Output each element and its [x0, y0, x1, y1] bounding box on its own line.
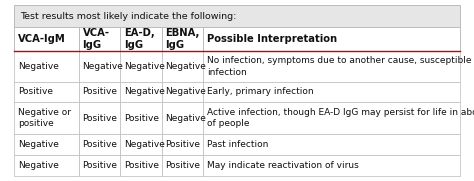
Text: VCA-IgM: VCA-IgM [18, 34, 66, 44]
Bar [79, 155, 120, 176]
Text: Test results most likely indicate the following:: Test results most likely indicate the fo… [20, 12, 236, 21]
Text: Positive: Positive [82, 161, 118, 170]
Bar [14, 134, 79, 155]
Text: Positive: Positive [18, 87, 53, 96]
Text: Negative: Negative [124, 140, 165, 149]
Bar [162, 27, 203, 51]
Text: Negative: Negative [124, 62, 165, 71]
Bar [203, 155, 460, 176]
Text: EA-D,
IgG: EA-D, IgG [124, 28, 155, 50]
Bar [14, 155, 79, 176]
Bar [120, 51, 162, 82]
Bar [203, 102, 460, 134]
Bar [14, 82, 79, 102]
Bar [203, 82, 460, 102]
Text: Negative: Negative [18, 161, 59, 170]
Bar [203, 27, 460, 51]
Bar [79, 82, 120, 102]
Bar [162, 134, 203, 155]
Bar [14, 27, 79, 51]
Bar [120, 27, 162, 51]
Bar [120, 134, 162, 155]
Text: Positive: Positive [124, 161, 159, 170]
Text: Positive: Positive [82, 140, 118, 149]
Bar [14, 102, 79, 134]
Bar [79, 27, 120, 51]
Bar [79, 134, 120, 155]
Text: No infection, symptoms due to another cause, susceptible to EBV
infection: No infection, symptoms due to another ca… [207, 56, 474, 77]
Text: Negative: Negative [18, 140, 59, 149]
Bar [120, 102, 162, 134]
Bar [203, 134, 460, 155]
Bar [14, 51, 79, 82]
Text: Past infection: Past infection [207, 140, 268, 149]
Text: Positive: Positive [165, 140, 201, 149]
Text: Positive: Positive [82, 114, 118, 123]
Text: EBNA,
IgG: EBNA, IgG [165, 28, 200, 50]
Text: Positive: Positive [82, 87, 118, 96]
Text: VCA-
IgG: VCA- IgG [82, 28, 109, 50]
Text: Positive: Positive [165, 161, 201, 170]
Text: Negative: Negative [165, 114, 206, 123]
Bar [120, 155, 162, 176]
Bar [79, 102, 120, 134]
Text: Early, primary infection: Early, primary infection [207, 87, 314, 96]
Bar [120, 82, 162, 102]
Bar [14, 5, 460, 27]
Bar [79, 51, 120, 82]
Text: Negative: Negative [82, 62, 124, 71]
Bar [162, 82, 203, 102]
Text: Active infection, though EA-D IgG may persist for life in about 20%
of people: Active infection, though EA-D IgG may pe… [207, 108, 474, 128]
Bar [162, 51, 203, 82]
Bar [203, 51, 460, 82]
Text: Negative: Negative [124, 87, 165, 96]
Bar [162, 155, 203, 176]
Bar [162, 102, 203, 134]
Text: Possible Interpretation: Possible Interpretation [207, 34, 337, 44]
Text: Negative: Negative [165, 87, 206, 96]
Text: Positive: Positive [124, 114, 159, 123]
Text: Negative: Negative [165, 62, 206, 71]
Text: Negative or
positive: Negative or positive [18, 108, 71, 128]
Text: May indicate reactivation of virus: May indicate reactivation of virus [207, 161, 359, 170]
Text: Negative: Negative [18, 62, 59, 71]
